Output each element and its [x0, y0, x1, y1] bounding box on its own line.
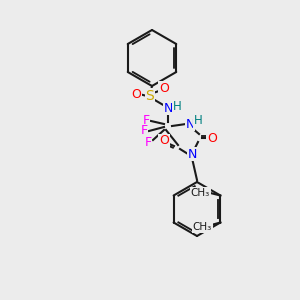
Text: N: N [163, 101, 173, 115]
Text: O: O [159, 134, 169, 148]
Text: CH₃: CH₃ [193, 223, 212, 232]
Text: S: S [146, 89, 154, 103]
Text: CH₃: CH₃ [191, 188, 210, 197]
Text: H: H [194, 115, 202, 128]
Text: O: O [159, 82, 169, 94]
Text: N: N [187, 148, 197, 160]
Text: F: F [144, 136, 152, 148]
Text: O: O [207, 131, 217, 145]
Text: O: O [131, 88, 141, 100]
Text: F: F [140, 124, 148, 137]
Text: F: F [142, 115, 150, 128]
Text: H: H [172, 100, 182, 112]
Text: N: N [185, 118, 195, 130]
